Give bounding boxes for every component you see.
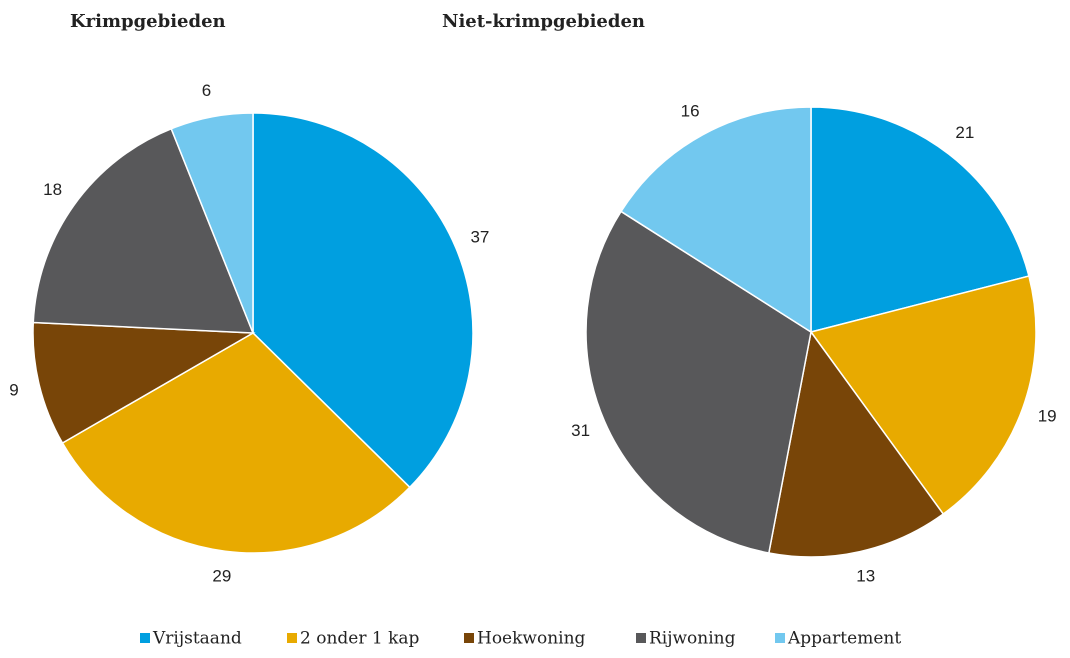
data-label: 31 [571, 421, 590, 440]
pie-slice [61, 332, 411, 554]
legend-label: Rijwoning [649, 629, 736, 649]
legend-label: Hoekwoning [477, 629, 586, 649]
legend-swatch [775, 633, 785, 643]
data-label: 37 [470, 227, 489, 246]
legend-label: 2 onder 1 kap [300, 629, 420, 649]
data-label: 29 [212, 567, 231, 586]
pie-slice [810, 106, 1030, 333]
pie-slice [32, 127, 255, 334]
data-label: 18 [43, 180, 62, 199]
legend-swatch [636, 633, 646, 643]
chart-title: Krimpgebieden [70, 11, 226, 32]
pie-slice [767, 330, 945, 558]
data-label: 21 [955, 123, 974, 142]
data-label: 6 [202, 81, 211, 100]
legend-label: Appartement [787, 629, 901, 649]
legend-label: Vrijstaand [152, 629, 242, 649]
data-label: 19 [1038, 407, 1057, 426]
legend-swatch [287, 633, 297, 643]
pie-slice [809, 275, 1037, 516]
data-label: 13 [856, 566, 875, 585]
pie-slice [252, 112, 474, 489]
chart-title: Niet-krimpgebieden [442, 11, 645, 32]
pie-slice [170, 112, 254, 334]
legend-swatch [140, 633, 150, 643]
legend-swatch [464, 633, 474, 643]
pie-slice [32, 321, 256, 445]
data-label: 9 [9, 380, 18, 399]
data-label: 16 [681, 102, 700, 121]
pie-slice [619, 106, 812, 334]
